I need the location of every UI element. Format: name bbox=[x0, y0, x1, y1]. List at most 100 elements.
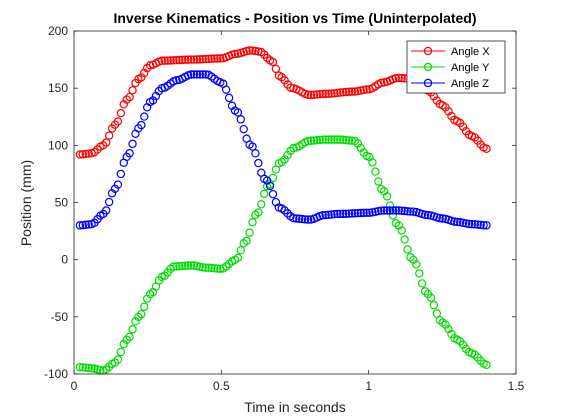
data-point bbox=[81, 149, 90, 159]
data-point bbox=[406, 207, 415, 216]
data-point bbox=[298, 214, 307, 224]
data-point bbox=[415, 269, 424, 278]
data-point bbox=[128, 139, 137, 149]
y-tick-label: 0 bbox=[61, 253, 68, 267]
chart-title: Inverse Kinematics - Position vs Time (U… bbox=[113, 10, 476, 26]
data-point bbox=[467, 220, 477, 229]
data-point bbox=[400, 206, 409, 216]
data-point bbox=[456, 217, 465, 227]
data-point bbox=[175, 262, 184, 271]
data-point bbox=[374, 206, 383, 216]
y-axis-label: Position (mm) bbox=[18, 160, 34, 246]
data-point bbox=[204, 54, 213, 64]
data-point bbox=[230, 49, 240, 59]
data-point bbox=[216, 54, 225, 63]
legend-item: Angle Z bbox=[411, 78, 489, 90]
data-point bbox=[84, 220, 93, 229]
data-point bbox=[303, 90, 313, 100]
data-point bbox=[359, 85, 368, 95]
data-point bbox=[303, 215, 313, 224]
data-point bbox=[473, 220, 482, 229]
data-point bbox=[221, 85, 231, 94]
data-point bbox=[292, 214, 301, 223]
data-point bbox=[338, 209, 348, 219]
y-tick-label: 150 bbox=[48, 81, 68, 95]
data-point bbox=[344, 136, 354, 145]
data-point bbox=[341, 135, 351, 145]
data-point bbox=[93, 145, 102, 154]
x-axis-label: Time in seconds bbox=[244, 399, 345, 415]
data-point bbox=[113, 117, 123, 126]
data-point bbox=[210, 54, 219, 63]
legend-marker bbox=[423, 78, 433, 88]
data-point bbox=[303, 136, 313, 146]
data-point bbox=[353, 139, 363, 148]
data-point bbox=[341, 209, 351, 218]
data-point bbox=[104, 197, 114, 207]
data-point bbox=[400, 235, 409, 244]
data-point bbox=[283, 150, 292, 160]
data-point bbox=[163, 56, 172, 65]
data-point bbox=[233, 253, 243, 263]
y-tick-label: -100 bbox=[44, 367, 68, 381]
data-point bbox=[268, 57, 278, 67]
data-point bbox=[359, 208, 368, 218]
data-point bbox=[87, 364, 96, 373]
data-point bbox=[336, 88, 345, 97]
data-point bbox=[128, 325, 137, 334]
data-point bbox=[183, 261, 193, 270]
data-point bbox=[356, 208, 365, 218]
data-point bbox=[186, 70, 196, 79]
data-point bbox=[377, 78, 386, 88]
data-point bbox=[295, 214, 304, 223]
data-point bbox=[271, 64, 281, 74]
data-point bbox=[195, 55, 205, 64]
data-point bbox=[125, 92, 134, 102]
data-point bbox=[382, 192, 392, 201]
data-point bbox=[324, 89, 333, 98]
data-point bbox=[81, 220, 90, 229]
data-point bbox=[382, 206, 392, 215]
data-point bbox=[338, 135, 348, 145]
data-point bbox=[336, 209, 345, 219]
data-point bbox=[365, 208, 374, 217]
data-point bbox=[429, 300, 439, 310]
data-point bbox=[102, 138, 111, 147]
data-point bbox=[371, 167, 380, 176]
data-point bbox=[201, 54, 210, 64]
data-point bbox=[432, 309, 441, 318]
data-point bbox=[125, 332, 134, 342]
data-point bbox=[280, 206, 289, 215]
data-point bbox=[377, 206, 386, 215]
data-point bbox=[265, 181, 275, 191]
data-point bbox=[204, 263, 213, 272]
data-point bbox=[189, 261, 199, 270]
y-tick-label: 200 bbox=[48, 24, 68, 38]
data-point bbox=[327, 210, 336, 219]
data-point bbox=[312, 136, 322, 145]
data-point bbox=[476, 356, 485, 366]
data-point bbox=[140, 112, 149, 121]
data-point bbox=[300, 215, 310, 224]
data-point bbox=[409, 207, 418, 216]
data-point bbox=[248, 142, 257, 151]
data-point bbox=[110, 184, 120, 194]
data-point bbox=[137, 120, 146, 130]
data-point bbox=[181, 55, 190, 64]
legend: Angle X Angle Y Angle Z bbox=[406, 40, 506, 94]
data-point bbox=[426, 293, 436, 302]
data-point bbox=[330, 210, 339, 219]
data-point bbox=[75, 221, 85, 230]
data-point bbox=[420, 210, 430, 220]
data-point bbox=[254, 158, 263, 168]
data-point bbox=[198, 263, 207, 272]
data-point bbox=[201, 263, 210, 272]
data-point bbox=[397, 226, 406, 235]
data-point bbox=[245, 46, 254, 55]
data-point bbox=[321, 89, 330, 99]
data-point bbox=[189, 70, 199, 79]
data-point bbox=[403, 207, 412, 216]
data-point bbox=[178, 261, 187, 271]
data-point bbox=[385, 206, 395, 215]
data-point bbox=[192, 55, 202, 64]
